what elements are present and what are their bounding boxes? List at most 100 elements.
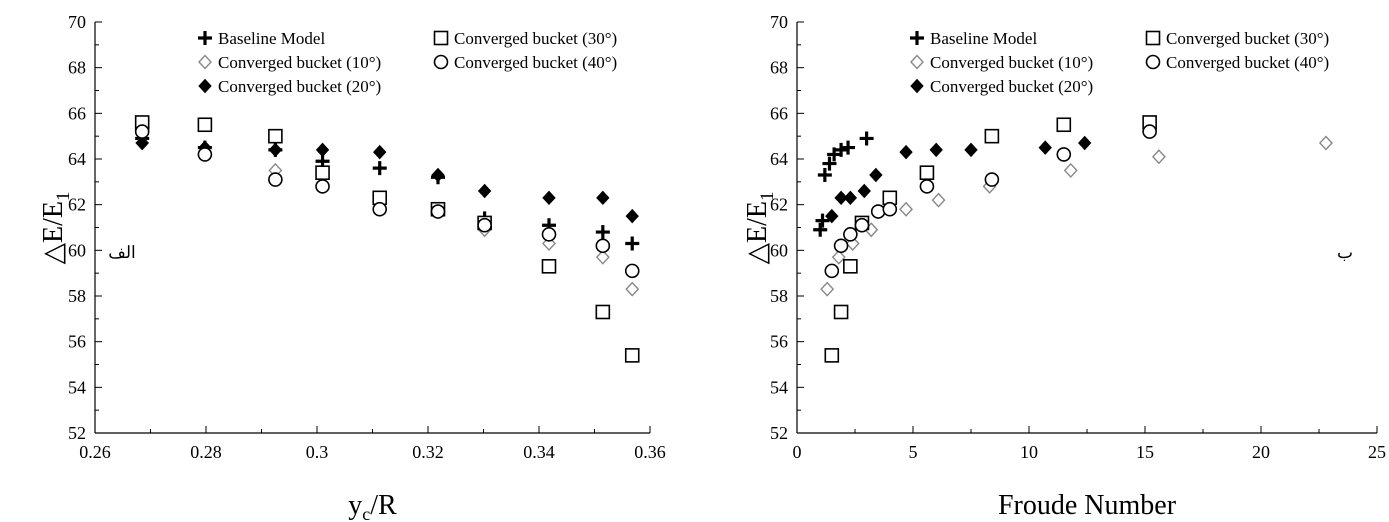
data-point [984, 172, 1000, 187]
y-axis-label-main: △E/E [742, 201, 773, 265]
data-point [1142, 124, 1157, 139]
series-diamond-filled [135, 135, 639, 224]
legend-label: Converged bucket (20°) [218, 77, 381, 96]
data-point [931, 192, 946, 208]
x-axis-label-tail: /R [370, 490, 397, 521]
legend-marker-diamond-open [910, 54, 924, 70]
legend-label: Converged bucket (40°) [1166, 53, 1329, 72]
data-point [919, 179, 935, 194]
data-point [870, 204, 886, 219]
y-tick-label: 66 [68, 103, 86, 123]
data-point [542, 235, 556, 252]
x-tick-label: 0.26 [79, 442, 111, 462]
y-tick-label: 64 [68, 149, 86, 169]
panel-label: ب [1337, 243, 1353, 262]
data-point [825, 208, 839, 224]
x-tick-label: 0.34 [523, 442, 555, 462]
data-point [596, 190, 610, 206]
y-tick-label: 58 [68, 286, 86, 306]
y-tick-label: 70 [68, 12, 86, 32]
data-point [315, 165, 330, 180]
y-axis-label: △E/E1 [742, 191, 778, 264]
y-tick-label: 52 [770, 423, 788, 443]
data-point [135, 135, 149, 151]
y-tick-label: 60 [770, 240, 788, 260]
series-circle [824, 124, 1157, 279]
y-tick-label: 64 [770, 149, 788, 169]
data-point [541, 227, 557, 242]
x-tick-label: 0.3 [306, 442, 329, 462]
legend-marker-diamond-filled [910, 78, 924, 94]
y-axis-label-sub: 1 [757, 191, 778, 201]
data-point [624, 263, 640, 279]
data-point [541, 259, 557, 274]
data-point [542, 190, 556, 206]
data-point [899, 144, 913, 160]
data-point [477, 183, 492, 199]
legend-label: Converged bucket (40°) [454, 53, 617, 72]
data-point [984, 128, 1000, 144]
data-point [824, 263, 840, 279]
x-tick-label: 0.28 [190, 442, 222, 462]
series-circle [134, 124, 640, 279]
series-square [824, 115, 1157, 363]
data-point [595, 225, 610, 240]
x-axis-label-text: Froude Number [998, 490, 1177, 521]
right-chart-panel: 52 54 56 58 60 62 64 66 68 70 0 5 10 15 20 25 △E/E1 Froud… [742, 12, 1386, 521]
x-axis-label: yc/R [348, 490, 397, 522]
legend-marker-square [433, 30, 449, 46]
data-point [477, 217, 492, 233]
legend-label: Baseline Model [218, 29, 325, 48]
y-tick-label: 66 [770, 103, 788, 123]
y-tick-label: 62 [68, 195, 86, 215]
data-point [1038, 140, 1052, 155]
series-diamond-filled [825, 135, 1092, 224]
data-point [833, 238, 849, 254]
data-point [268, 172, 283, 187]
legend-marker-diamond-open [198, 54, 212, 70]
legend-label: Converged bucket (10°) [218, 53, 381, 72]
legend-marker-circle [1145, 54, 1161, 70]
data-point [431, 167, 445, 183]
data-point [843, 259, 858, 274]
data-point [1056, 117, 1072, 133]
series-diamond-open [820, 135, 1333, 297]
data-point [1151, 149, 1166, 165]
data-point [854, 217, 870, 233]
y-axis-label-main: △E/E [38, 201, 69, 265]
data-point [929, 142, 943, 158]
data-point [820, 281, 835, 297]
legend-marker-square [1145, 30, 1161, 46]
data-point [372, 201, 388, 217]
data-point [625, 281, 640, 297]
x-tick-label: 0.32 [412, 442, 444, 462]
y-tick-label: 56 [68, 332, 86, 352]
data-point [373, 144, 387, 160]
left-chart-panel: 52 54 56 58 60 62 64 66 68 70 0.26 0.28 0.3 0.32 0.34 0… [38, 12, 666, 522]
data-point [268, 142, 283, 158]
panel-label: الف [108, 243, 136, 262]
x-tick-label: 5 [909, 442, 918, 462]
data-point [964, 142, 978, 158]
data-point [595, 249, 610, 265]
legend-marker-diamond-filled [198, 78, 212, 94]
y-tick-label: 58 [770, 286, 788, 306]
legend: Baseline Model Converged bucket (30°) Conv… [910, 29, 1329, 96]
y-tick-label: 62 [770, 195, 788, 215]
data-point [882, 201, 898, 217]
legend-marker-plus [198, 31, 212, 45]
data-point [822, 156, 837, 171]
legend-label: Converged bucket (20°) [930, 77, 1093, 96]
y-tick-label: 68 [68, 58, 86, 78]
data-point [833, 304, 849, 320]
data-point [315, 142, 330, 158]
series-diamond-open [135, 135, 640, 297]
y-tick-label: 56 [770, 332, 788, 352]
data-point [624, 348, 640, 363]
y-tick-label: 60 [68, 240, 86, 260]
data-point [372, 161, 387, 176]
legend-marker-plus [910, 31, 924, 45]
data-point [595, 238, 611, 254]
data-point [869, 167, 883, 183]
